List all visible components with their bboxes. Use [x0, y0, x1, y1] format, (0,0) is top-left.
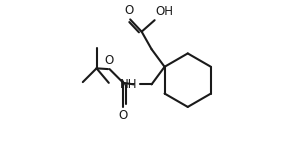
- Text: NH: NH: [120, 78, 137, 91]
- Text: O: O: [104, 54, 113, 67]
- Text: O: O: [119, 109, 128, 122]
- Text: OH: OH: [155, 5, 173, 18]
- Text: O: O: [124, 4, 133, 17]
